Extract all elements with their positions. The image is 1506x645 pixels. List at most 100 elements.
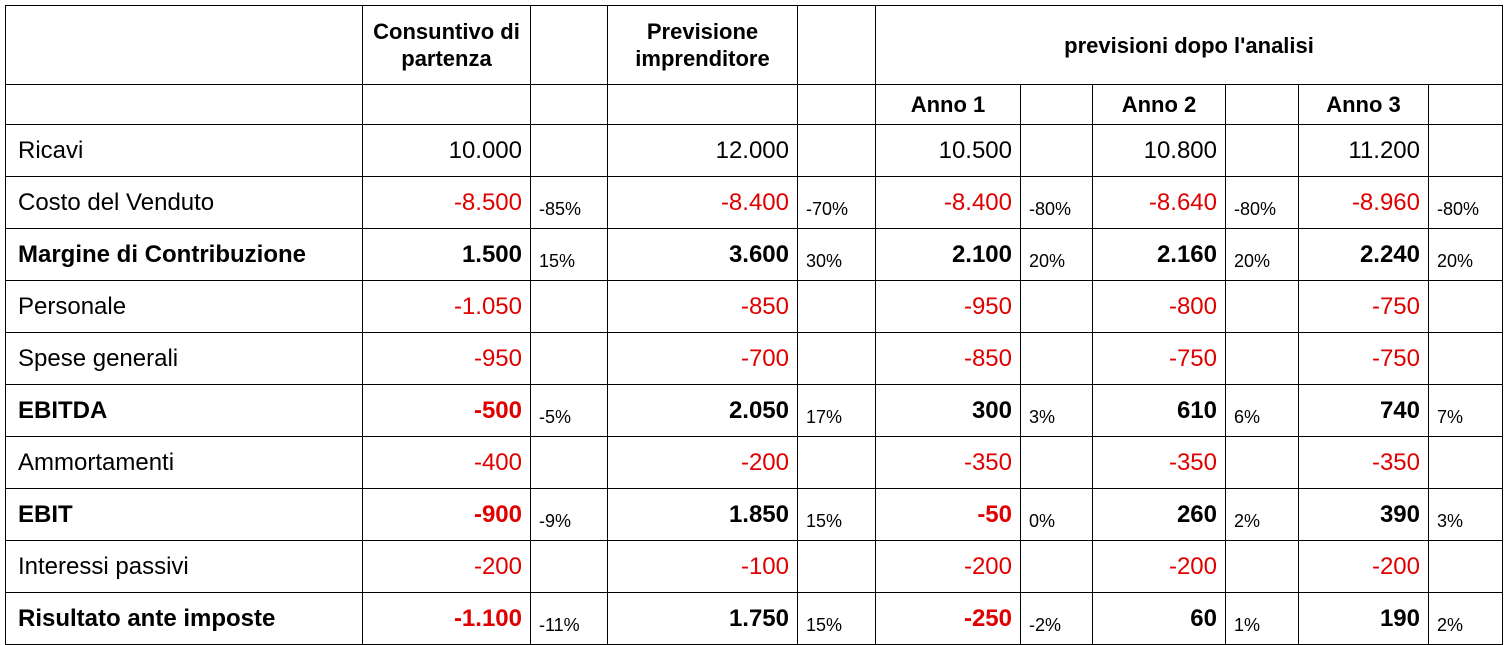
value-cell: -950: [875, 280, 1021, 333]
percent-cell: -11%: [530, 592, 608, 645]
data-row: Personale -1.050 -850 -950 -800 -750: [5, 280, 1504, 333]
empty-cell: [5, 5, 363, 85]
percent-cell: 15%: [797, 488, 876, 541]
value-cell: 2.240: [1298, 228, 1429, 281]
value-cell: 260: [1092, 488, 1226, 541]
data-row: Costo del Venduto -8.500 -85% -8.400 -70% -8.…: [5, 176, 1504, 229]
row-label: Margine di Contribuzione: [5, 228, 363, 281]
value-cell: 1.500: [362, 228, 531, 281]
empty-cell: [797, 436, 876, 489]
data-row: Ammortamenti -400 -200 -350 -350 -350: [5, 436, 1504, 489]
table-body: Consuntivo di partenza Previsione impren…: [5, 5, 1504, 645]
column-header: Consuntivo di partenza: [362, 5, 531, 85]
empty-cell: [530, 540, 608, 593]
data-row: Risultato ante imposte -1.100 -11% 1.750 15%…: [5, 592, 1504, 645]
percent-cell: 30%: [797, 228, 876, 281]
value-cell: -8.400: [607, 176, 798, 229]
percent-cell: -2%: [1020, 592, 1093, 645]
empty-cell: [1020, 540, 1093, 593]
percent-cell: 3%: [1020, 384, 1093, 437]
value-cell: -8.400: [875, 176, 1021, 229]
empty-cell: [530, 332, 608, 385]
column-header: Previsione imprenditore: [607, 5, 798, 85]
value-cell: -850: [607, 280, 798, 333]
empty-cell: [797, 84, 876, 125]
percent-cell: 15%: [530, 228, 608, 281]
percent-cell: -80%: [1427, 176, 1504, 229]
value-cell: 2.160: [1092, 228, 1226, 281]
value-cell: -950: [362, 332, 531, 385]
financial-table: Consuntivo di partenza Previsione impren…: [5, 5, 1504, 645]
value-cell: 2.100: [875, 228, 1021, 281]
percent-cell: 2%: [1427, 592, 1504, 645]
value-cell: -800: [1092, 280, 1226, 333]
empty-cell: [1225, 84, 1299, 125]
value-cell: -750: [1298, 280, 1429, 333]
value-cell: -900: [362, 488, 531, 541]
value-cell: -8.640: [1092, 176, 1226, 229]
value-cell: -8.500: [362, 176, 531, 229]
row-label: Costo del Venduto: [5, 176, 363, 229]
percent-cell: 1%: [1225, 592, 1299, 645]
percent-cell: 17%: [797, 384, 876, 437]
empty-cell: [1020, 436, 1093, 489]
empty-cell: [362, 84, 531, 125]
year-header: Anno 1: [875, 84, 1021, 125]
value-cell: 300: [875, 384, 1021, 437]
value-cell: -8.960: [1298, 176, 1429, 229]
percent-cell: 2%: [1225, 488, 1299, 541]
empty-cell: [1427, 124, 1504, 177]
empty-cell: [1427, 84, 1504, 125]
percent-cell: -70%: [797, 176, 876, 229]
row-label: Spese generali: [5, 332, 363, 385]
percent-cell: 20%: [1225, 228, 1299, 281]
empty-cell: [1427, 436, 1504, 489]
year-header: Anno 2: [1092, 84, 1226, 125]
empty-cell: [530, 5, 608, 85]
value-cell: 11.200: [1298, 124, 1429, 177]
empty-cell: [5, 84, 363, 125]
empty-cell: [797, 540, 876, 593]
value-cell: 10.000: [362, 124, 531, 177]
value-cell: 190: [1298, 592, 1429, 645]
value-cell: 390: [1298, 488, 1429, 541]
percent-cell: 0%: [1020, 488, 1093, 541]
value-cell: -400: [362, 436, 531, 489]
row-label: Ricavi: [5, 124, 363, 177]
value-cell: -200: [875, 540, 1021, 593]
row-label: EBIT: [5, 488, 363, 541]
value-cell: -1.100: [362, 592, 531, 645]
page: Consuntivo di partenza Previsione impren…: [5, 5, 1504, 645]
empty-cell: [797, 5, 876, 85]
empty-cell: [1020, 332, 1093, 385]
empty-cell: [607, 84, 798, 125]
value-cell: -700: [607, 332, 798, 385]
value-cell: -350: [1092, 436, 1226, 489]
row-label: Ammortamenti: [5, 436, 363, 489]
value-cell: -350: [875, 436, 1021, 489]
value-cell: -350: [1298, 436, 1429, 489]
empty-cell: [1427, 280, 1504, 333]
value-cell: 60: [1092, 592, 1226, 645]
percent-cell: -9%: [530, 488, 608, 541]
empty-cell: [797, 124, 876, 177]
value-cell: 3.600: [607, 228, 798, 281]
value-cell: -200: [362, 540, 531, 593]
empty-cell: [530, 84, 608, 125]
row-label: EBITDA: [5, 384, 363, 437]
empty-cell: [1225, 280, 1299, 333]
value-cell: -200: [1092, 540, 1226, 593]
value-cell: -50: [875, 488, 1021, 541]
data-row: Margine di Contribuzione 1.500 15% 3.600 30%…: [5, 228, 1504, 281]
empty-cell: [1427, 540, 1504, 593]
value-cell: 1.850: [607, 488, 798, 541]
empty-cell: [1225, 436, 1299, 489]
empty-cell: [530, 280, 608, 333]
empty-cell: [1225, 332, 1299, 385]
percent-cell: -5%: [530, 384, 608, 437]
value-cell: 740: [1298, 384, 1429, 437]
value-cell: -1.050: [362, 280, 531, 333]
value-cell: -100: [607, 540, 798, 593]
value-cell: 2.050: [607, 384, 798, 437]
value-cell: -750: [1092, 332, 1226, 385]
